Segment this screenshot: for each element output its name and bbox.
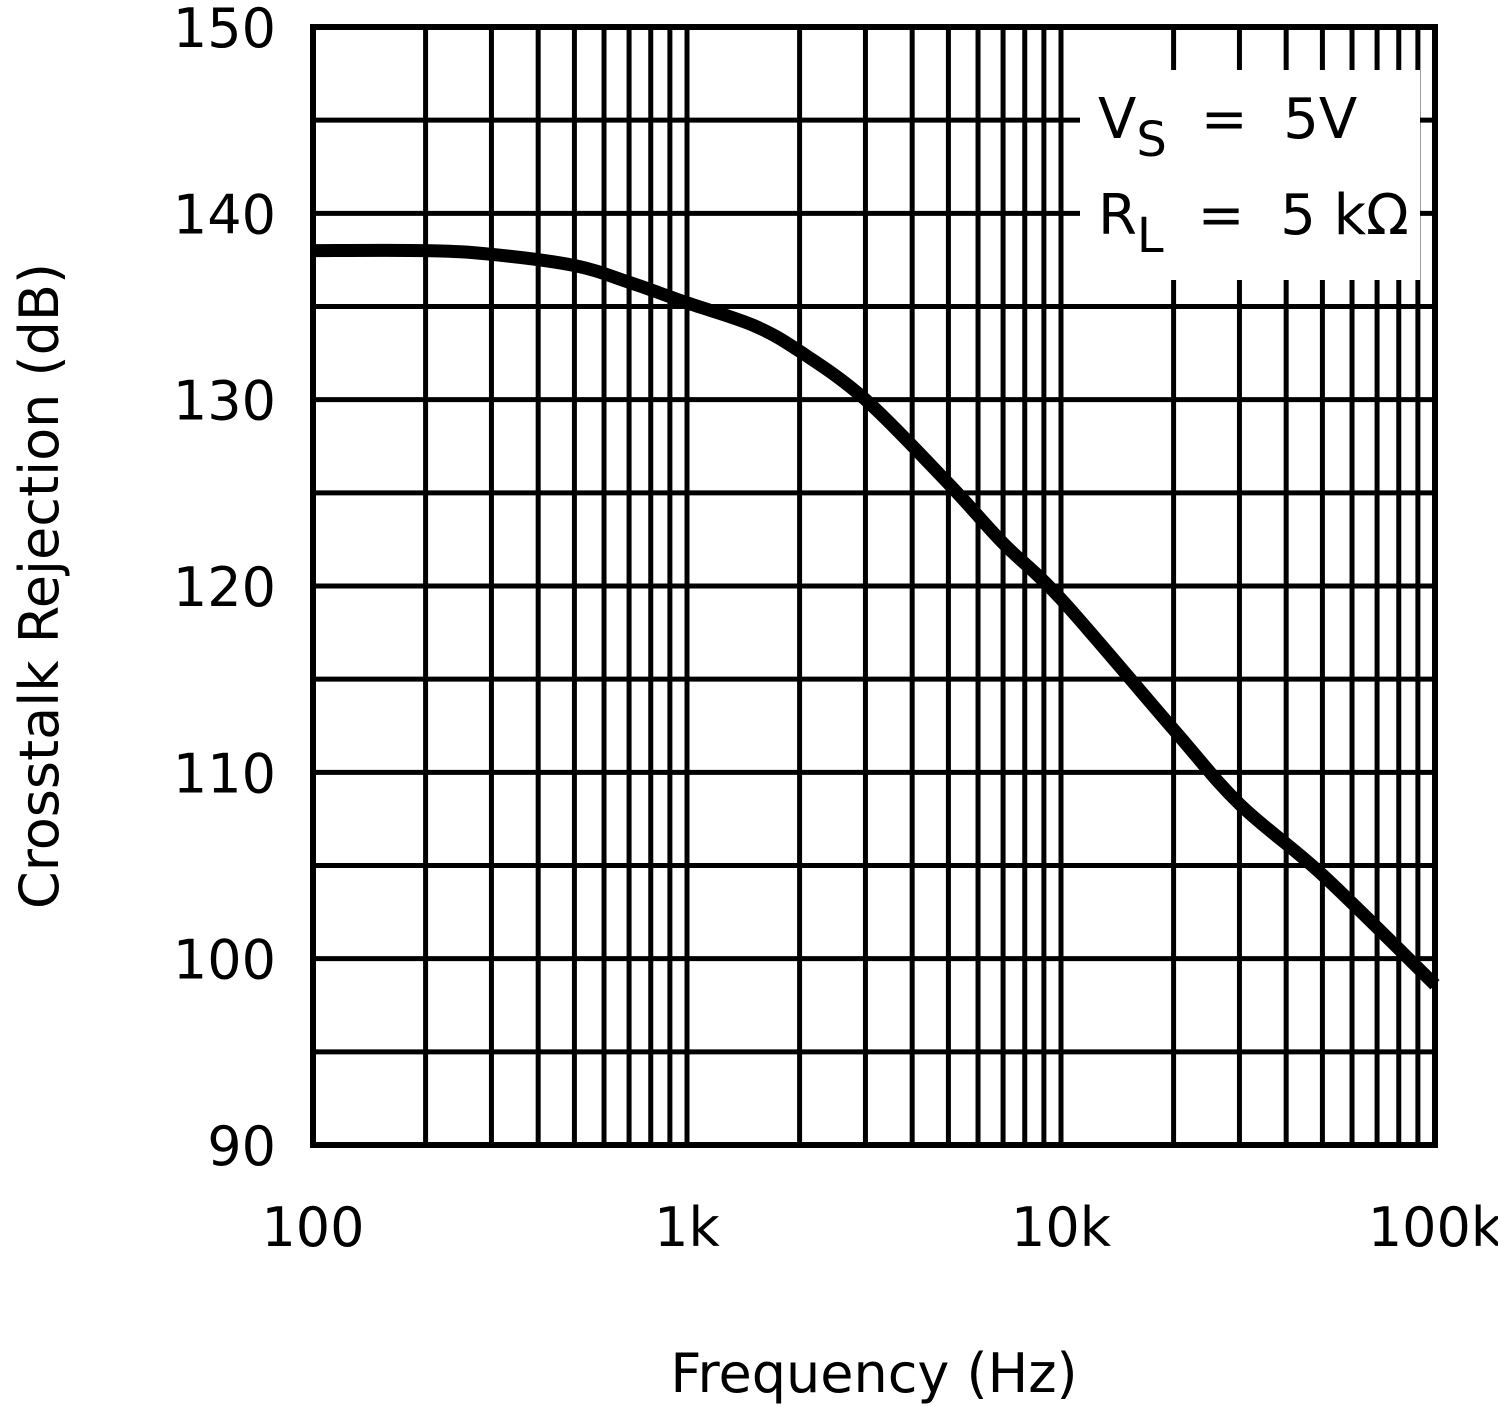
- x-tick-label: 10k: [1011, 1196, 1112, 1259]
- y-tick-label: 150: [173, 0, 276, 60]
- x-axis-label: Frequency (Hz): [670, 1342, 1077, 1405]
- legend-annotation: VS = 5V RL = 5 kΩ: [1080, 70, 1420, 280]
- x-tick-label: 1k: [654, 1196, 720, 1259]
- x-tick-label: 100: [261, 1196, 364, 1259]
- annotation-rl: RL = 5 kΩ: [1098, 183, 1409, 264]
- grid-lines: [310, 24, 1438, 1148]
- y-axis-label: Crosstalk Rejection (dB): [8, 263, 71, 909]
- y-tick-label: 130: [173, 370, 276, 433]
- y-tick-label: 90: [207, 1115, 276, 1178]
- x-axis-tick-labels: 100 1k 10k 100k: [261, 1196, 1498, 1259]
- y-tick-label: 120: [173, 556, 276, 619]
- y-tick-label: 140: [173, 183, 276, 246]
- data-series-line: [312, 243, 1440, 990]
- y-tick-label: 100: [173, 929, 276, 992]
- y-axis-tick-labels: 90 100 110 120 130 140 150: [173, 0, 276, 1178]
- x-tick-label: 100k: [1368, 1196, 1498, 1259]
- y-tick-label: 110: [173, 742, 276, 805]
- annotation-vs: VS = 5V: [1098, 87, 1357, 168]
